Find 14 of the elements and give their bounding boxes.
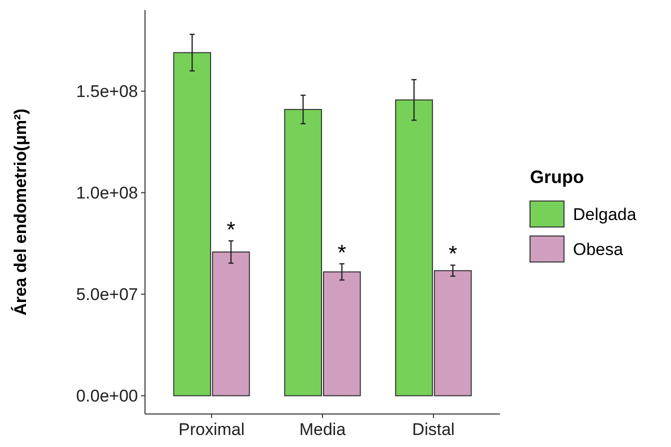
legend-title: Grupo [530,167,584,187]
y-tick-label: 1.0e+08 [76,184,138,203]
y-tick-label: 1.5e+08 [76,82,138,102]
annotation: * [226,216,236,242]
x-tick-label: Proximal [178,420,245,439]
annotation: * [448,241,458,266]
y-tick-label: 0.0e+00 [76,386,138,406]
x-tick-label: Distal [412,420,455,439]
annotation: * [338,240,347,265]
x-tick-label: Media [299,420,346,439]
y-tick-label: 5.0e+07 [76,285,138,304]
legend-label: Delgada [573,204,637,224]
legend-label: Obesa [573,240,624,259]
y-axis-title: Área del endometrio(μm²) [10,108,30,316]
